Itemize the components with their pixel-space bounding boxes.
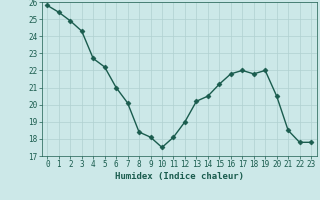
- X-axis label: Humidex (Indice chaleur): Humidex (Indice chaleur): [115, 172, 244, 181]
